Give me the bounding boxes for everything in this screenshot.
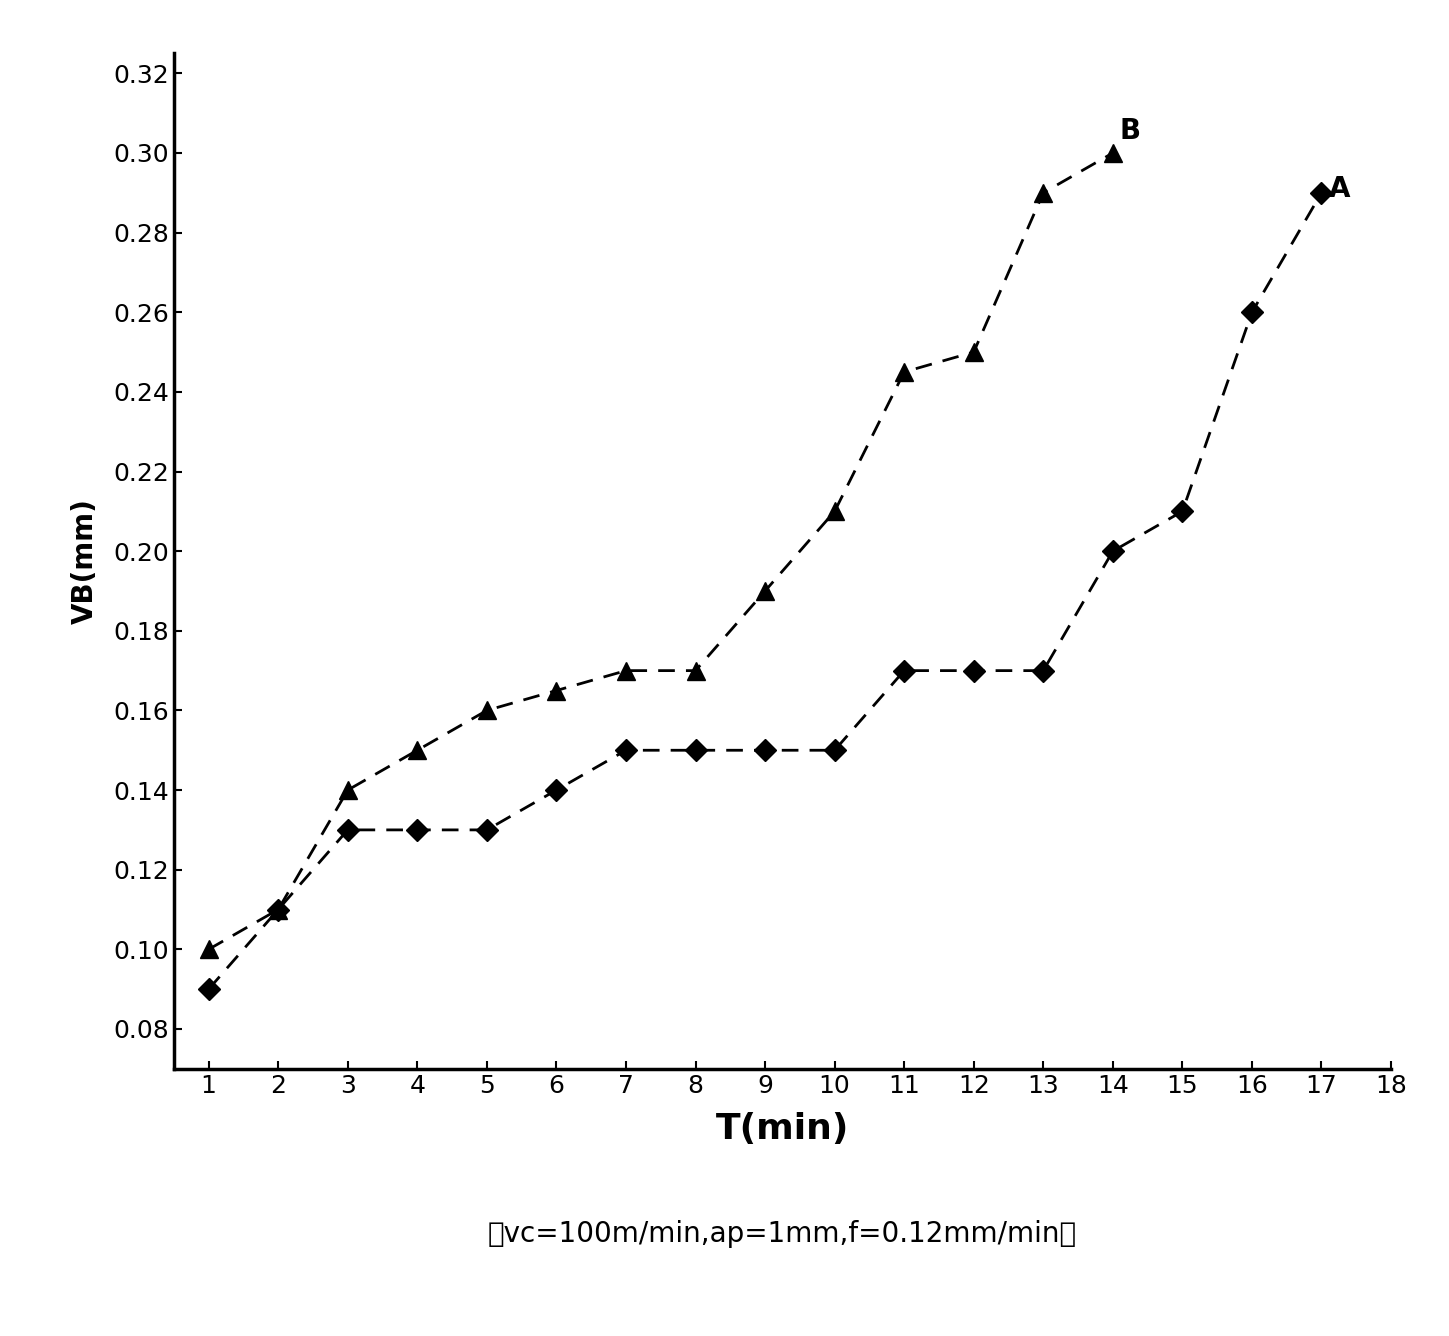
Text: A: A — [1329, 175, 1350, 203]
Text: （vc=100m/min,ap=1mm,f=0.12mm/min）: （vc=100m/min,ap=1mm,f=0.12mm/min） — [488, 1221, 1077, 1248]
Y-axis label: VB(mm): VB(mm) — [71, 498, 99, 624]
X-axis label: T(min): T(min) — [716, 1112, 849, 1145]
Text: B: B — [1120, 118, 1140, 146]
